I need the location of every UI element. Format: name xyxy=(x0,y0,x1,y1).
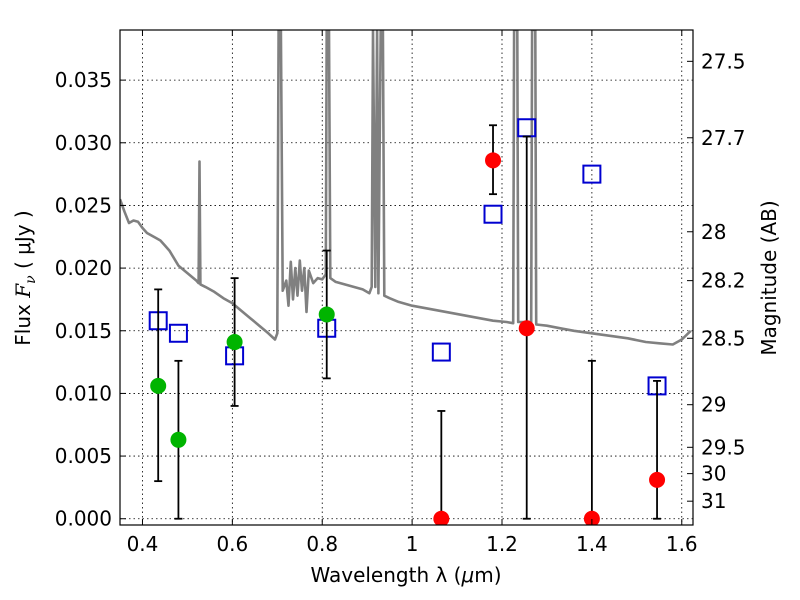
observed-flux-point xyxy=(518,320,535,337)
x-tick-label: 0.8 xyxy=(306,532,338,556)
model-photometry-square xyxy=(431,342,451,362)
y-tick-label: 0.025 xyxy=(55,193,112,217)
y2-tick-label: 29.5 xyxy=(701,435,746,459)
observed-flux-point xyxy=(226,334,243,351)
plot-frame xyxy=(119,29,694,526)
y-axis-title: Flux Fν ( μJy ) xyxy=(11,210,39,345)
y2-tick-label: 27.5 xyxy=(701,49,746,73)
y2-axis-title: Magnitude (AB) xyxy=(757,200,781,355)
model-photometry-square xyxy=(168,323,188,343)
y2-tick-label: 28 xyxy=(701,220,726,244)
y-tick-label: 0.005 xyxy=(55,444,112,468)
y-tick-label: 0.015 xyxy=(55,319,112,343)
axes: 0.4 0.6 0.8 1 1.2 1.4 1.6 0.000 0.005 0.010 0.015 0… xyxy=(55,30,746,556)
observed-flux-point xyxy=(433,510,450,525)
y-tick-label: 0.010 xyxy=(55,381,112,405)
observed-flux-point xyxy=(583,510,600,525)
sed-model-line xyxy=(120,30,692,346)
x-axis-title-mu: μ xyxy=(460,563,474,587)
y2-tick-label: 30 xyxy=(701,462,726,486)
x-axis-title-suffix: m) xyxy=(474,563,501,587)
x-tick-label: 1.2 xyxy=(486,532,518,556)
observed-flux-point xyxy=(150,377,167,394)
grid xyxy=(120,30,693,525)
x-tick-label: 0.4 xyxy=(127,532,159,556)
x-tick-label: 1.4 xyxy=(576,532,608,556)
y-axis-title-suffix: ( μJy ) xyxy=(11,210,35,275)
x-tick-label: 1.6 xyxy=(666,532,698,556)
y2-tick-label: 31 xyxy=(701,489,726,513)
y2-tick-label: 29 xyxy=(701,393,726,417)
observed-flux-point xyxy=(170,431,187,448)
y-axis-title-prefix: Flux xyxy=(11,298,35,346)
y-axis-title-symbol: F xyxy=(11,283,35,299)
x-tick-label: 1 xyxy=(406,532,419,556)
y-tick-label: 0.030 xyxy=(55,131,112,155)
y-tick-label: 0.000 xyxy=(55,507,112,531)
observed-flux-point xyxy=(318,306,335,323)
y-tick-label: 0.035 xyxy=(55,68,112,92)
observed-flux-point xyxy=(485,152,502,169)
x-axis-title: Wavelength λ (μm) xyxy=(310,563,501,587)
x-axis-title-prefix: Wavelength λ ( xyxy=(310,563,461,587)
y2-tick-label: 28.5 xyxy=(701,326,746,350)
y2-tick-label: 28.2 xyxy=(701,269,746,293)
y2-tick-label: 27.7 xyxy=(701,126,746,150)
x-tick-label: 0.6 xyxy=(216,532,248,556)
y-tick-label: 0.020 xyxy=(55,256,112,280)
model-photometry-square xyxy=(483,204,503,224)
model-photometry-square xyxy=(582,164,602,184)
plot-area xyxy=(120,30,692,525)
observed-flux-point xyxy=(649,471,666,488)
y-axis-title-sub: ν xyxy=(23,275,39,284)
